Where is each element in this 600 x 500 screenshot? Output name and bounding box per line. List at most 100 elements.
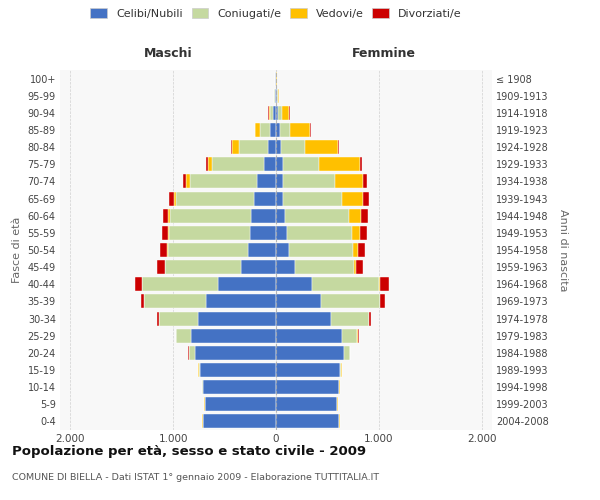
Bar (145, 294, 206, 308)
Bar (276, 243, 289, 257)
Bar (361, 158, 362, 172)
Bar (206, 294, 276, 308)
Bar (349, 208, 361, 222)
Bar (276, 328, 342, 342)
Bar (276, 346, 344, 360)
Bar (268, 140, 276, 154)
Text: Maschi: Maschi (143, 47, 193, 60)
Bar (176, 192, 254, 205)
Bar (162, 226, 168, 240)
Bar (274, 106, 276, 120)
Bar (168, 208, 170, 222)
Bar (276, 278, 312, 291)
Bar (173, 192, 176, 205)
Bar (276, 226, 287, 240)
Bar (199, 363, 200, 377)
Bar (358, 243, 365, 257)
Bar (276, 208, 285, 222)
Bar (208, 158, 212, 172)
Bar (364, 192, 369, 205)
Bar (169, 192, 173, 205)
Bar (331, 312, 368, 326)
Bar (200, 363, 276, 377)
Bar (278, 106, 282, 120)
Bar (163, 208, 168, 222)
Text: Popolazione per età, sesso e stato civile - 2009: Popolazione per età, sesso e stato civil… (12, 445, 366, 458)
Bar (338, 140, 339, 154)
Bar (358, 328, 359, 342)
Bar (342, 328, 357, 342)
Bar (271, 106, 274, 120)
Bar (276, 192, 283, 205)
Text: Femmine: Femmine (352, 47, 416, 60)
Bar (276, 363, 340, 377)
Y-axis label: Anni di nascita: Anni di nascita (559, 209, 568, 291)
Bar (356, 260, 363, 274)
Bar (276, 88, 277, 102)
Bar (276, 312, 331, 326)
Bar (281, 140, 305, 154)
Bar (285, 208, 349, 222)
Bar (160, 243, 167, 257)
Bar (241, 260, 276, 274)
Bar (282, 106, 289, 120)
Bar (287, 226, 352, 240)
Bar (342, 192, 364, 205)
Bar (369, 312, 371, 326)
Bar (165, 260, 241, 274)
Bar (190, 174, 257, 188)
Bar (169, 226, 250, 240)
Bar (274, 88, 275, 102)
Bar (218, 278, 276, 291)
Bar (191, 328, 276, 342)
Bar (321, 294, 380, 308)
Bar (340, 363, 341, 377)
Bar (276, 260, 295, 274)
Bar (250, 226, 276, 240)
Bar (380, 294, 385, 308)
Bar (312, 278, 379, 291)
Bar (276, 158, 283, 172)
Bar (277, 88, 278, 102)
Bar (276, 414, 339, 428)
Bar (379, 278, 380, 291)
Bar (276, 380, 339, 394)
Bar (168, 226, 169, 240)
Bar (352, 226, 360, 240)
Bar (270, 123, 276, 137)
Bar (254, 192, 276, 205)
Bar (232, 140, 239, 154)
Bar (184, 174, 186, 188)
Bar (305, 140, 338, 154)
Bar (157, 312, 158, 326)
Bar (295, 260, 354, 274)
Bar (167, 243, 168, 257)
Bar (283, 158, 319, 172)
Bar (360, 226, 367, 240)
Bar (354, 260, 356, 274)
Bar (263, 158, 276, 172)
Bar (195, 346, 276, 360)
Bar (168, 243, 248, 257)
Text: COMUNE DI BIELLA - Dati ISTAT 1° gennaio 2009 - Elaborazione TUTTITALIA.IT: COMUNE DI BIELLA - Dati ISTAT 1° gennaio… (12, 473, 379, 482)
Bar (283, 192, 342, 205)
Bar (142, 278, 218, 291)
Bar (255, 123, 260, 137)
Bar (269, 106, 271, 120)
Bar (176, 328, 191, 342)
Bar (135, 278, 142, 291)
Bar (203, 414, 276, 428)
Bar (278, 88, 279, 102)
Bar (344, 346, 350, 360)
Bar (239, 140, 268, 154)
Bar (276, 398, 337, 411)
Bar (276, 123, 280, 137)
Bar (380, 278, 389, 291)
Bar (289, 243, 353, 257)
Bar (260, 123, 270, 137)
Bar (203, 380, 276, 394)
Bar (159, 312, 198, 326)
Bar (205, 398, 276, 411)
Bar (140, 294, 144, 308)
Bar (276, 140, 281, 154)
